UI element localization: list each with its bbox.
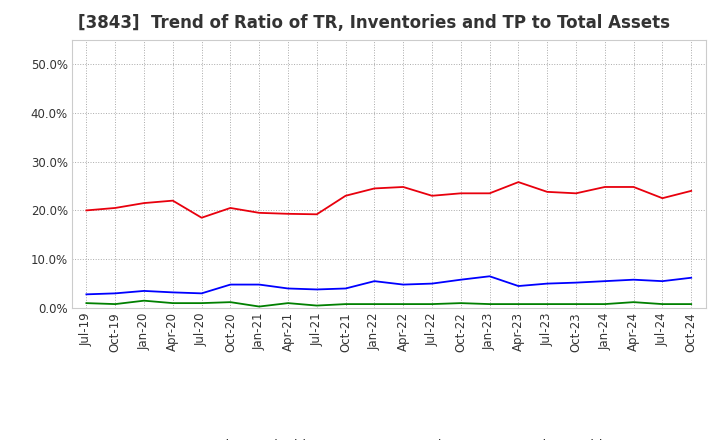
Trade Payables — [687, 301, 696, 307]
Trade Payables — [514, 301, 523, 307]
Inventories — [341, 286, 350, 291]
Inventories — [226, 282, 235, 287]
Trade Receivables — [341, 193, 350, 198]
Legend: Trade Receivables, Inventories, Trade Payables: Trade Receivables, Inventories, Trade Pa… — [155, 433, 623, 440]
Trade Receivables — [600, 184, 609, 190]
Inventories — [629, 277, 638, 282]
Trade Receivables — [456, 191, 465, 196]
Trade Payables — [255, 304, 264, 309]
Text: [3843]  Trend of Ratio of TR, Inventories and TP to Total Assets: [3843] Trend of Ratio of TR, Inventories… — [78, 15, 670, 33]
Trade Receivables — [312, 212, 321, 217]
Inventories — [485, 274, 494, 279]
Trade Payables — [600, 301, 609, 307]
Inventories — [111, 291, 120, 296]
Trade Payables — [428, 301, 436, 307]
Trade Payables — [341, 301, 350, 307]
Trade Payables — [572, 301, 580, 307]
Trade Receivables — [485, 191, 494, 196]
Trade Receivables — [370, 186, 379, 191]
Line: Trade Receivables: Trade Receivables — [86, 182, 691, 218]
Inventories — [687, 275, 696, 280]
Inventories — [197, 291, 206, 296]
Trade Payables — [82, 301, 91, 306]
Inventories — [514, 283, 523, 289]
Trade Payables — [111, 301, 120, 307]
Inventories — [82, 292, 91, 297]
Inventories — [140, 288, 148, 293]
Trade Receivables — [572, 191, 580, 196]
Trade Receivables — [140, 201, 148, 206]
Trade Receivables — [543, 189, 552, 194]
Trade Receivables — [658, 195, 667, 201]
Trade Payables — [197, 301, 206, 306]
Trade Payables — [629, 300, 638, 305]
Trade Receivables — [111, 205, 120, 211]
Inventories — [255, 282, 264, 287]
Trade Receivables — [168, 198, 177, 203]
Trade Payables — [399, 301, 408, 307]
Trade Receivables — [284, 211, 292, 216]
Line: Inventories: Inventories — [86, 276, 691, 294]
Trade Receivables — [197, 215, 206, 220]
Trade Payables — [658, 301, 667, 307]
Trade Payables — [312, 303, 321, 308]
Trade Receivables — [226, 205, 235, 211]
Trade Payables — [140, 298, 148, 303]
Inventories — [600, 279, 609, 284]
Trade Payables — [485, 301, 494, 307]
Inventories — [370, 279, 379, 284]
Inventories — [312, 287, 321, 292]
Trade Payables — [456, 301, 465, 306]
Line: Trade Payables: Trade Payables — [86, 301, 691, 307]
Inventories — [168, 290, 177, 295]
Trade Payables — [168, 301, 177, 306]
Inventories — [284, 286, 292, 291]
Trade Receivables — [399, 184, 408, 190]
Trade Payables — [370, 301, 379, 307]
Inventories — [428, 281, 436, 286]
Inventories — [572, 280, 580, 285]
Trade Receivables — [82, 208, 91, 213]
Trade Receivables — [514, 180, 523, 185]
Trade Payables — [226, 300, 235, 305]
Trade Receivables — [687, 188, 696, 194]
Trade Receivables — [629, 184, 638, 190]
Trade Receivables — [255, 210, 264, 216]
Inventories — [658, 279, 667, 284]
Inventories — [399, 282, 408, 287]
Trade Payables — [543, 301, 552, 307]
Trade Payables — [284, 301, 292, 306]
Inventories — [456, 277, 465, 282]
Inventories — [543, 281, 552, 286]
Trade Receivables — [428, 193, 436, 198]
